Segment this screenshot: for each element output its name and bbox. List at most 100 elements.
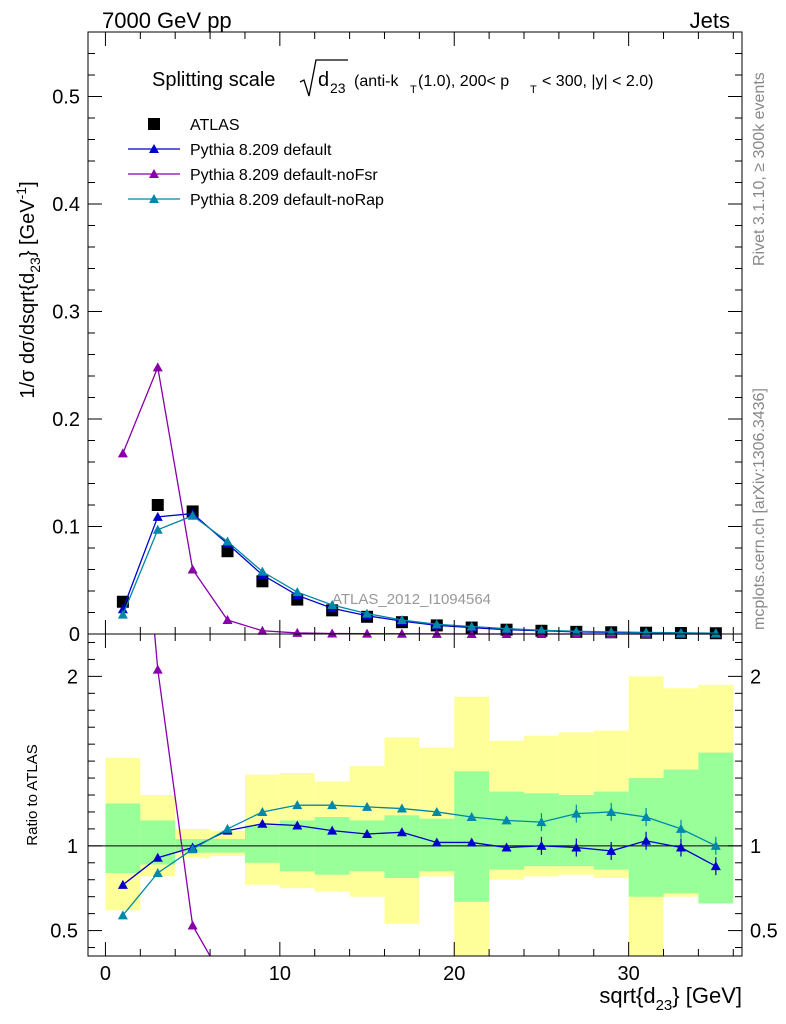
main-frame (87, 31, 743, 635)
main-series-0 (116, 499, 722, 640)
ratio-ytick-label-right: 0.5 (750, 921, 778, 943)
title-symbol: d (318, 69, 329, 91)
main-ytick-label: 0.2 (52, 409, 80, 431)
main-ytick-label: 0 (69, 624, 80, 646)
ratio-point (606, 845, 617, 855)
main-ytick-label: 0.3 (52, 302, 80, 324)
ratio-point (641, 835, 652, 845)
series-line (122, 512, 716, 635)
series-point (222, 615, 233, 625)
ratio-point (152, 852, 163, 862)
ratio-point (117, 879, 128, 889)
band-green (384, 815, 420, 879)
band-green (698, 752, 734, 904)
series-point (117, 604, 128, 614)
series-point (292, 627, 303, 637)
series-point (152, 524, 163, 534)
series-point (362, 628, 373, 638)
ratio-point (396, 827, 407, 837)
svg-text:(anti-k: (anti-k (354, 73, 399, 90)
series-point (431, 628, 442, 638)
main-ytick-label: 0.4 (52, 194, 80, 216)
series-point (710, 628, 721, 638)
legend-label: Pythia 8.209 default-noRap (190, 192, 384, 209)
ratio-point (327, 825, 338, 835)
ratio-point (466, 837, 477, 847)
series-point (117, 448, 128, 458)
ratio-point (292, 800, 303, 810)
svg-text:23: 23 (330, 80, 346, 96)
series-point (257, 625, 268, 635)
ratio-point (606, 806, 617, 816)
svg-text:T: T (410, 84, 417, 96)
ratio-point (501, 815, 512, 825)
ratio-series-0 (117, 818, 721, 889)
ratio-point (536, 817, 547, 827)
watermark: ATLAS_2012_I1094564 (332, 591, 491, 608)
main-series-3 (117, 510, 721, 638)
ratio-point (675, 823, 686, 833)
ratio-panel-axes: 0.5 0.51 12 20 10 20 30 (50, 633, 778, 985)
svg-text:(1.0), 200< p: (1.0), 200< p (418, 73, 509, 90)
legend-label: ATLAS (190, 117, 240, 134)
ratio-ytick-label-right: 2 (750, 666, 761, 688)
series-point (431, 619, 442, 629)
series-point (187, 510, 198, 520)
xtick-label: 30 (618, 963, 640, 985)
band-green (105, 803, 141, 873)
svg-text:Splitting scale: Splitting scale (152, 69, 275, 91)
main-ytick-label: 0.1 (52, 517, 80, 539)
series-point (536, 625, 547, 635)
xtick-label: 0 (100, 963, 111, 985)
ratio-point (710, 840, 721, 850)
ratio-point (327, 800, 338, 810)
ratio-series-1 (152, 634, 211, 956)
ratio-ytick-label: 2 (67, 666, 78, 688)
series-point (396, 628, 407, 638)
series-point (675, 627, 686, 637)
ratio-point (396, 803, 407, 813)
ratio-ylabel: Ratio to ATLAS (24, 744, 41, 845)
plot-title: Splitting scale d 23 (anti-k T (1.0), 20… (152, 59, 654, 97)
series-point (362, 608, 373, 618)
ratio-point (117, 910, 128, 920)
title-rest2: (1.0), 200< p (418, 73, 509, 90)
ratio-line (122, 823, 717, 886)
header-right: Jets (690, 8, 730, 33)
series-point (257, 566, 268, 576)
svg-text:< 300, |y| < 2.0): < 300, |y| < 2.0) (542, 73, 654, 90)
ratio-line (122, 804, 717, 916)
side-label-top: Rivet 3.1.10, ≥ 300k events (751, 72, 768, 266)
series-line (122, 515, 716, 634)
header-left: 7000 GeV pp (102, 8, 232, 33)
xtick-label: 20 (443, 963, 465, 985)
legend-marker (149, 169, 159, 178)
ratio-ytick-label: 1 (67, 836, 78, 858)
ratio-point (187, 920, 198, 930)
legend-marker (149, 144, 159, 153)
legend-entry-1: Pythia 8.209 default (128, 142, 332, 159)
atlas-point (151, 499, 164, 511)
series-point (571, 626, 582, 636)
ratio-point (675, 842, 686, 852)
atlas-point (116, 595, 129, 608)
ratio-point (431, 806, 442, 816)
series-point (222, 536, 233, 546)
legend-marker (148, 118, 160, 130)
series-point (327, 628, 338, 638)
band-green (489, 791, 524, 870)
xlabel: sqrt{d23} [GeV] (599, 983, 742, 1014)
series-point (117, 609, 128, 619)
title-rest2-sub: T (530, 84, 537, 96)
legend: ATLAS Pythia 8.209 default Pythia 8.209 de… (128, 117, 384, 209)
legend-label: Pythia 8.209 default-noFsr (190, 167, 378, 184)
main-ylabel: 1/σ dσ/dsqrt{d23} [GeV-1] (13, 181, 43, 398)
ratio-point (641, 812, 652, 822)
title-sqrt-sign (299, 59, 348, 97)
ratio-panel-series (117, 634, 721, 956)
ratio-point (152, 664, 163, 674)
ratio-series-2 (117, 800, 721, 920)
svg-text:d: d (318, 69, 329, 91)
legend-marker (149, 194, 159, 203)
